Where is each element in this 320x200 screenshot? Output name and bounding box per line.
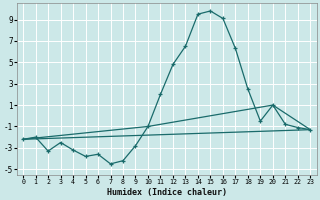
X-axis label: Humidex (Indice chaleur): Humidex (Indice chaleur) [107,188,227,197]
